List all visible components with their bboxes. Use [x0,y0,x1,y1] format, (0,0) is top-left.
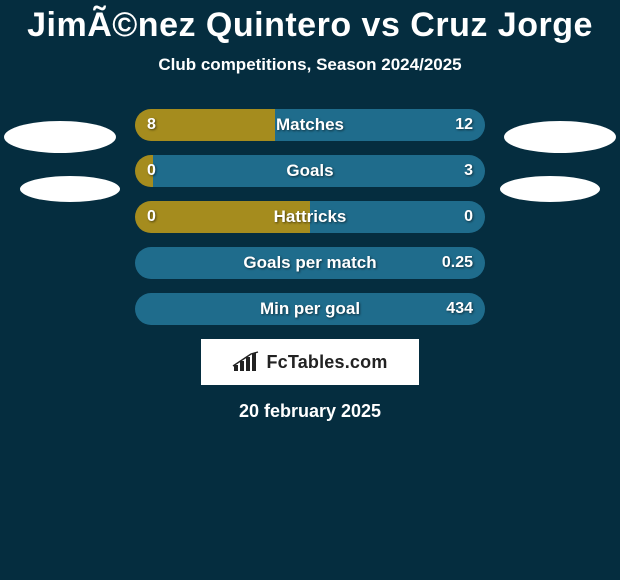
bar-wrap: 812Matches [135,109,485,141]
comparison-infographic: JimÃ©nez Quintero vs Cruz Jorge Club com… [0,0,620,580]
page-subtitle: Club competitions, Season 2024/2025 [0,55,620,75]
source-badge-text: FcTables.com [266,352,387,373]
comparison-row: 0.25Goals per match [0,247,620,279]
comparison-row: 00Hattricks [0,201,620,233]
source-badge: FcTables.com [201,339,419,385]
comparison-row: 03Goals [0,155,620,187]
bars-icon [232,351,260,373]
bar-label: Hattricks [135,201,485,233]
snapshot-date: 20 february 2025 [0,401,620,422]
bar-label: Matches [135,109,485,141]
bar-label: Goals [135,155,485,187]
bar-wrap: 00Hattricks [135,201,485,233]
bar-wrap: 03Goals [135,155,485,187]
bar-label: Min per goal [135,293,485,325]
comparison-row: 812Matches [0,109,620,141]
bar-wrap: 434Min per goal [135,293,485,325]
bar-wrap: 0.25Goals per match [135,247,485,279]
bar-label: Goals per match [135,247,485,279]
comparison-row: 434Min per goal [0,293,620,325]
page-title: JimÃ©nez Quintero vs Cruz Jorge [0,0,620,45]
